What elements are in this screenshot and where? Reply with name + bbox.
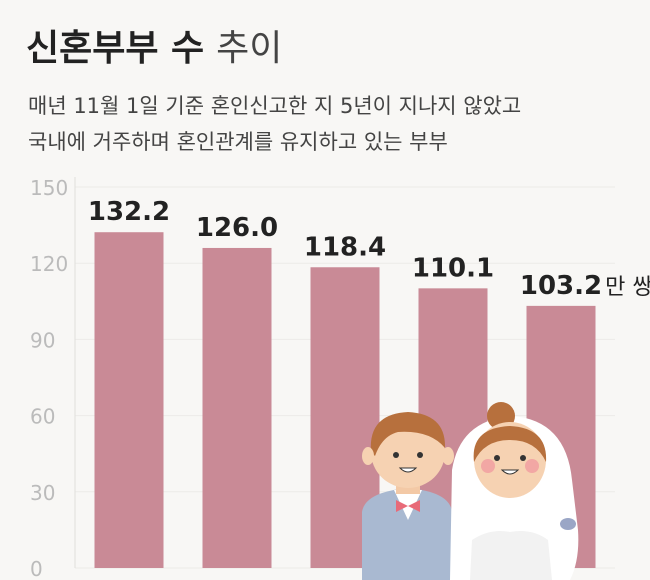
y-tick-label: 120 [30,252,68,276]
value-label: 126.0 [196,213,278,243]
value-label: 118.4 [304,232,386,262]
subtitle: 매년 11월 1일 기준 혼인신고한 지 5년이 지나지 않았고 [28,94,521,118]
chart-title: 신혼부부 수 [26,28,204,69]
subtitle: 국내에 거주하며 혼인관계를 유지하고 있는 부부 [28,130,448,154]
chart-title-suffix: 추이 [216,28,282,69]
value-label: 103.2 [520,271,602,301]
value-label: 132.2 [88,197,170,227]
plot: 0 30 60 90 120 150 132.2 126.0 118.4 110.1 103.2 만 … [30,176,650,580]
y-tick-label: 150 [30,176,68,200]
y-tick-label: 30 [30,481,55,505]
y-tick-label: 60 [30,405,55,429]
unit-label: 만 쌍 [605,275,650,300]
illustration [362,402,579,580]
y-tick-label: 90 [30,328,55,352]
value-label: 110.1 [412,253,494,283]
y-tick-label: 0 [30,557,43,580]
bar [202,247,272,568]
bar [94,232,164,568]
